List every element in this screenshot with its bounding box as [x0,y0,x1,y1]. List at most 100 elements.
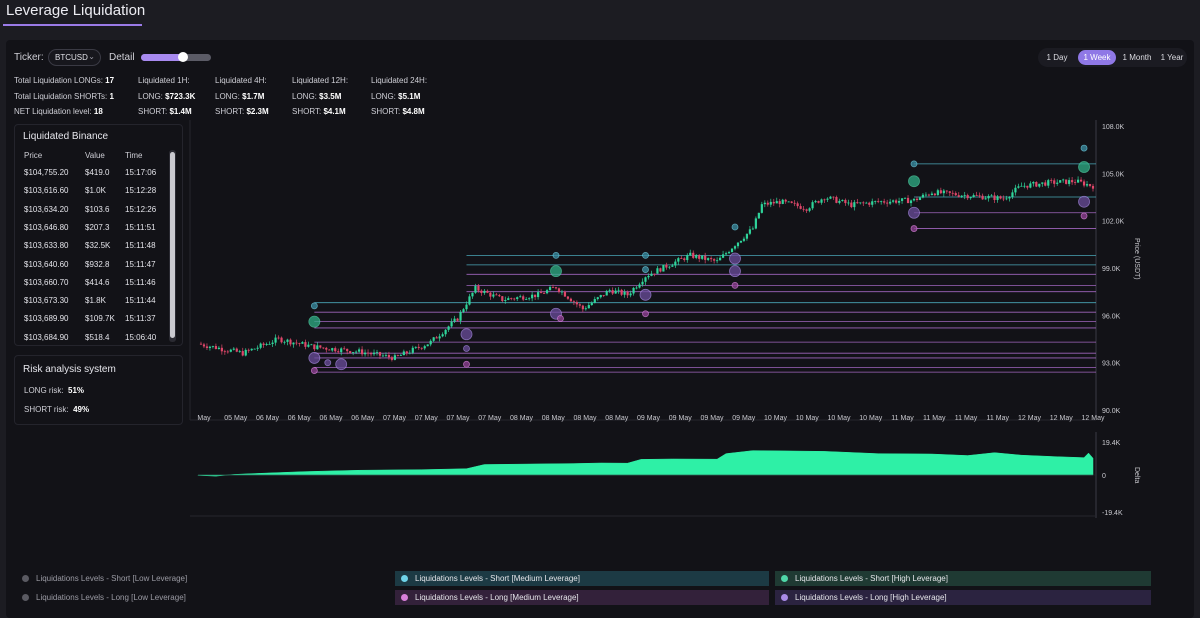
candle-down [966,195,969,199]
candle-up [635,287,638,289]
candle-down [844,199,847,204]
candle-up [363,352,367,355]
candle-up [909,200,913,204]
candle-down [817,201,820,203]
candle-down [1002,198,1005,200]
binance-cell-value: $414.6 [85,277,110,287]
liquidation-bubble [731,223,739,231]
legend-long-high[interactable]: Liquidations Levels - Long [High Leverag… [775,590,1151,605]
candle-up [689,252,692,256]
binance-cell-time: 15:17:06 [125,168,157,177]
binance-cell-value: $207.3 [85,222,110,232]
liquidation-bubble [731,281,739,289]
time-tick-label: 12 May [1082,415,1105,422]
range-1-week[interactable]: 1 Week [1078,50,1116,65]
candle-down [235,348,238,352]
candle-down [202,344,206,347]
candle-up [256,347,259,349]
range-1-year[interactable]: 1 Year [1160,53,1184,62]
candle-down [1065,179,1068,184]
candle-down [766,202,769,205]
liquidation-bubble [308,352,321,364]
candle-up [903,197,907,199]
candle-up [399,355,402,356]
legend-dot-icon [401,575,408,582]
binance-cell-time: 15:11:46 [125,277,156,287]
candle-down [241,351,244,356]
candle-up [375,352,379,353]
stat-net-label: NET Liquidation level: [14,107,92,116]
candle-up [990,195,993,197]
time-tick-label: 06 May [288,415,311,422]
legend-short-low[interactable]: Liquidations Levels - Short [Low Leverag… [16,571,256,586]
window-12h-short-label: SHORT: [292,107,322,116]
binance-cell-value: $103.6 [85,204,110,214]
candle-down [957,195,960,197]
candle-up [1032,181,1035,184]
candle-down [620,289,623,295]
candle-up [754,218,757,229]
price-tick-label: 90.0K [1102,408,1121,415]
candle-up [865,202,868,204]
delta-axis-title: Delta [1133,467,1140,483]
candle-up [984,198,987,200]
candle-up [871,201,874,205]
chevron-down-icon: ⌄ [88,52,95,61]
time-tick-label: 10 May [764,415,787,422]
candle-up [393,355,396,360]
binance-cell-value: $419.0 [85,168,110,177]
candle-down [551,287,555,288]
legend-short-high[interactable]: Liquidations Levels - Short [High Levera… [775,571,1151,586]
range-1-month[interactable]: 1 Month [1122,53,1152,62]
candle-down [572,301,575,303]
detail-slider-thumb[interactable] [178,52,188,62]
time-tick-label: 07 May [478,415,501,422]
candle-up [492,294,495,297]
candle-up [292,342,295,345]
candle-up [307,344,310,347]
liquidation-chart[interactable]: 108.0K 105.0K 102.0K 99.0K 96.0K 93.0K 90.0K Pr… [188,120,1194,520]
candle-up [1011,192,1014,198]
candle-up [724,253,728,255]
candle-down [405,351,408,354]
legend-long-medium[interactable]: Liquidations Levels - Long [Medium Lever… [395,590,769,605]
binance-cell-time: 15:11:44 [125,296,156,306]
legend-short-high-label: Liquidations Levels - Short [High Levera… [795,574,948,583]
candle-down [581,305,584,310]
time-tick-label: 09 May [669,415,692,422]
candle-up [617,289,620,291]
candle-up [250,348,253,351]
liquidation-bubble [1080,212,1088,220]
candle-down [289,339,292,345]
candle-up [253,348,256,350]
candle-up [519,296,522,298]
legend-long-low[interactable]: Liquidations Levels - Long [Low Leverage… [16,590,256,605]
candle-up [751,228,754,230]
liquidation-bubble [463,360,470,368]
candle-down [435,337,438,339]
detail-slider[interactable] [141,54,211,61]
binance-scroll-thumb[interactable] [170,152,175,338]
candle-down [978,195,981,197]
legend-short-medium[interactable]: Liquidations Levels - Short [Medium Leve… [395,571,769,586]
binance-scrollbar[interactable] [169,150,176,342]
candle-up [372,352,376,355]
range-1-day[interactable]: 1 Day [1046,53,1068,62]
ticker-select[interactable]: BTCUSD ⌄ [48,49,101,66]
candle-down [665,264,668,268]
binance-header-time: Time [125,151,143,160]
candle-up [889,201,892,204]
window-1h-short: SHORT: $1.4M [138,107,192,116]
candle-down [578,304,581,306]
candle-up [208,346,212,348]
candle-down [802,208,805,210]
candle-down [981,195,984,200]
candle-down [420,347,423,349]
window-12h-short-value: $4.1M [323,107,346,116]
candle-down [954,193,957,196]
candle-up [674,261,677,266]
candle-down [199,343,203,345]
candle-up [229,349,232,352]
legend-long-high-label: Liquidations Levels - Long [High Leverag… [795,593,947,602]
risk-card: Risk analysis system LONG risk: 51% SHOR… [14,355,183,425]
